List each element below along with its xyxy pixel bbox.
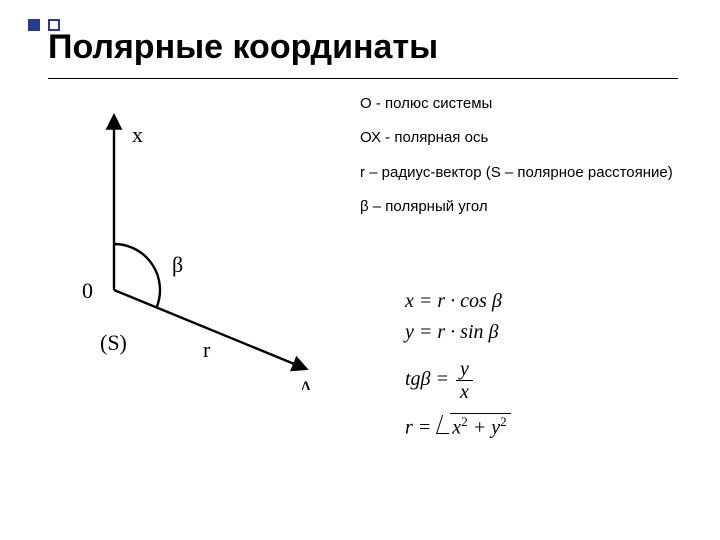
eq3-num: y xyxy=(456,358,473,381)
eq3-den: x xyxy=(456,381,473,403)
equals: = xyxy=(419,290,438,312)
title-underline xyxy=(48,78,678,79)
fraction: y x xyxy=(456,358,473,403)
def-angle: β – полярный угол xyxy=(360,197,690,217)
def-pole: О - полюс системы xyxy=(360,94,690,114)
eq1-rhs: r · cos β xyxy=(437,290,501,312)
svg-text:0: 0 xyxy=(82,278,93,303)
rad-b: y xyxy=(491,417,500,439)
eq3-lhs: tgβ xyxy=(405,368,431,390)
def-radius: r – радиус-вектор (S – полярное расстоян… xyxy=(360,163,690,183)
formula-y: y = r · sin β xyxy=(405,321,511,344)
rad-a: x xyxy=(452,417,461,439)
polar-diagram: x 0 (S) β r A xyxy=(70,110,340,390)
svg-text:(S): (S) xyxy=(100,330,127,355)
eq4-lhs: r xyxy=(405,417,413,439)
eq1-lhs: x xyxy=(405,290,414,312)
formula-tg: tgβ = y x xyxy=(405,358,511,403)
sqrt: x2 + y2 xyxy=(436,413,510,440)
svg-text:x: x xyxy=(132,122,143,147)
eq2-rhs: r · sin β xyxy=(437,321,498,343)
svg-text:r: r xyxy=(203,337,211,362)
radicand: x2 + y2 xyxy=(450,413,510,440)
equals: = xyxy=(418,417,437,439)
svg-text:β: β xyxy=(172,252,183,277)
def-axis: ОХ - полярная ось xyxy=(360,128,690,148)
slide-title: Полярные координаты xyxy=(48,28,438,67)
formula-block: x = r · cos β y = r · sin β tgβ = y x r … xyxy=(405,290,511,448)
formula-x: x = r · cos β xyxy=(405,290,511,313)
equals: = xyxy=(436,368,455,390)
equals: = xyxy=(419,321,438,343)
eq2-lhs: y xyxy=(405,321,414,343)
definitions-block: О - полюс системы ОХ - полярная ось r – … xyxy=(360,94,690,231)
formula-r: r = x2 + y2 xyxy=(405,413,511,440)
accent-square-filled xyxy=(28,19,40,31)
svg-text:A: A xyxy=(298,376,314,390)
